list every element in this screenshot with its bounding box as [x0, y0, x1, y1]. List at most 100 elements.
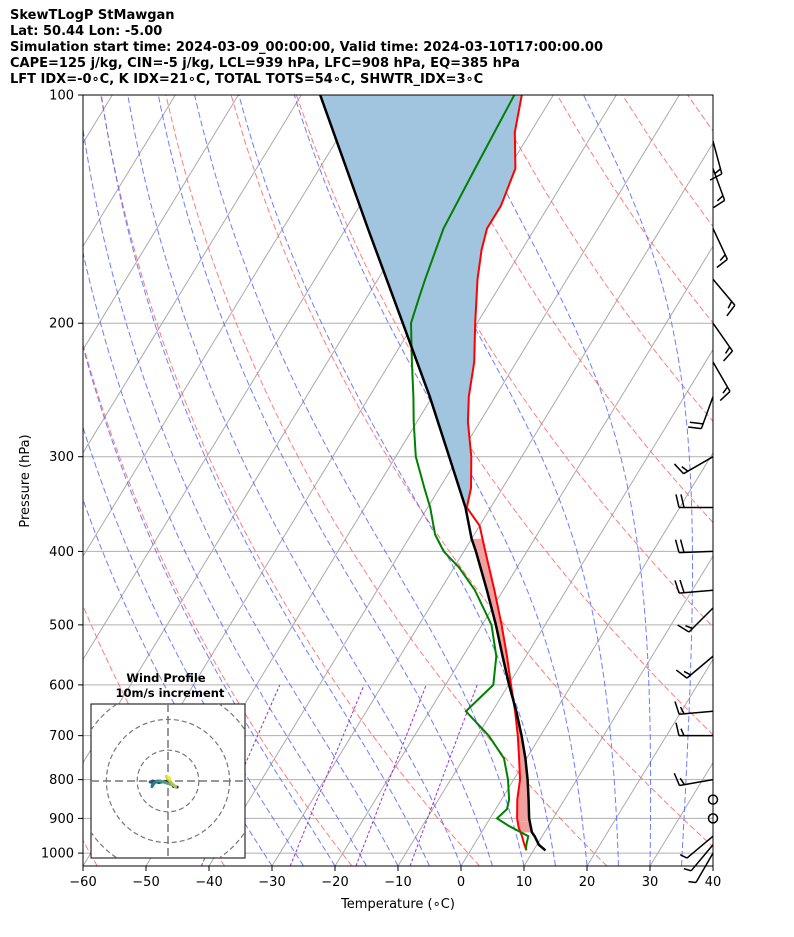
figure-header: SkewTLogP StMawgan Lat: 50.44 Lon: -5.00… — [10, 8, 790, 88]
wind-barb-flag — [716, 195, 724, 202]
y-tick-label: 500 — [49, 618, 74, 633]
wind-barb-flag — [675, 722, 680, 736]
cin-shading — [517, 821, 532, 833]
isotherm-line — [712, 865, 713, 866]
wind-barb-staff — [679, 710, 714, 715]
dry-adiabat — [83, 342, 353, 866]
temperature-profile-line — [465, 95, 528, 851]
y-tick-label: 700 — [49, 729, 74, 744]
hodograph-segment — [166, 775, 172, 781]
isotherm-line — [83, 95, 302, 454]
wind-barb-flag — [675, 494, 680, 508]
dry-adiabat — [621, 95, 713, 228]
x-tick-label: 30 — [642, 875, 659, 890]
y-tick-label: 900 — [49, 812, 74, 827]
x-tick-label: −10 — [384, 875, 411, 890]
wind-barb-flag — [688, 880, 697, 884]
wind-barb-flag — [723, 350, 734, 362]
moist-adiabat — [100, 95, 430, 866]
isotherm-line — [586, 658, 713, 866]
station-title: SkewTLogP StMawgan — [10, 8, 175, 23]
wind-barb-flag — [688, 426, 702, 430]
dry-adiabat — [491, 95, 713, 423]
wind-barb-flag — [714, 168, 721, 175]
wind-barb-staff — [712, 140, 723, 175]
wind-barb-staff — [679, 589, 714, 594]
x-tick-label: −60 — [69, 875, 96, 890]
x-tick-label: −50 — [132, 875, 159, 890]
x-tick-label: −40 — [195, 875, 222, 890]
isobar-gridlines — [83, 95, 713, 854]
temperature-axis-ticks: −60 −50 −40 −30 −20 −10 0 10 20 30 40 — [69, 866, 721, 890]
isotherm-line — [83, 95, 239, 351]
stability-indices: LFT IDX=-0∘C, K IDX=21∘C, TOTAL TOTS=54∘… — [10, 72, 484, 87]
wind-barb-flag — [681, 466, 689, 472]
calm-wind-circle — [707, 794, 719, 805]
x-tick-label: 10 — [516, 875, 533, 890]
wind-barb-flag — [673, 463, 685, 475]
wind-barb-flag — [716, 258, 728, 269]
isotherm-line — [271, 142, 713, 866]
wind-barb-staff — [688, 607, 714, 633]
x-tick-label: 0 — [457, 875, 465, 890]
wind-barb-flag — [722, 386, 729, 394]
dry-adiabat — [165, 95, 608, 866]
wind-barb-flag — [679, 853, 688, 859]
x-tick-label: 20 — [579, 875, 596, 890]
hodograph-trace — [148, 774, 179, 789]
wind-barb-staff — [712, 278, 736, 306]
wind-barb-staff — [695, 852, 714, 883]
wind-barb-flag — [683, 670, 692, 676]
wind-barbs — [673, 140, 736, 884]
y-tick-label: 300 — [49, 450, 74, 465]
wind-barb-flag — [674, 701, 680, 715]
y-tick-label: 1000 — [41, 847, 74, 862]
wind-barb-flag — [683, 867, 692, 872]
hodograph-inset: Wind Profile 10m/s increment — [90, 671, 246, 859]
wind-barb-staff — [679, 778, 714, 787]
moist-adiabat — [83, 126, 399, 866]
y-tick-label: 400 — [49, 545, 74, 560]
hodograph-segment — [165, 777, 177, 788]
x-tick-label: 40 — [705, 875, 722, 890]
wind-barb-flag — [679, 539, 685, 553]
wind-barb-flag — [709, 173, 723, 181]
y-tick-label: 800 — [49, 773, 74, 788]
y-tick-label: 600 — [49, 678, 74, 693]
wind-barb-flag — [726, 304, 736, 317]
wind-barb-staff — [700, 396, 714, 429]
moist-adiabat — [458, 95, 652, 866]
moist-adiabat — [194, 95, 525, 866]
wind-barb-flag — [674, 539, 680, 553]
mixing-ratio-line — [409, 684, 478, 866]
hodograph-ring — [136, 749, 200, 813]
x-tick-label: −20 — [321, 875, 348, 890]
mixing-ratio-line — [289, 684, 365, 866]
isotherm-line — [83, 95, 428, 661]
convective-parameters: CAPE=125 j/kg, CIN=-5 j/kg, LCL=939 hPa,… — [10, 56, 520, 71]
wind-barb-staff — [686, 835, 714, 859]
wind-barb-flag — [674, 580, 680, 594]
cape-shading — [471, 538, 530, 822]
hodograph-title: Wind Profile — [126, 671, 206, 685]
isotherm-line — [83, 95, 365, 558]
wind-barb-staff — [683, 456, 714, 475]
wind-barb-flag — [719, 254, 726, 261]
wind-barb-flag — [689, 421, 704, 425]
moist-adiabat — [157, 95, 493, 866]
parcel-path-line — [319, 95, 547, 852]
mixing-ratio-line — [355, 684, 427, 866]
wind-barb-staff — [686, 655, 714, 679]
wind-barb-flag — [673, 772, 681, 786]
wind-barb-flag — [685, 624, 693, 630]
x-tick-label: −30 — [258, 875, 285, 890]
y-tick-label: 100 — [49, 89, 74, 104]
wind-barb-flag — [677, 624, 690, 633]
isotherm-line — [334, 245, 713, 866]
moist-adiabat — [83, 425, 304, 866]
station-location: Lat: 50.44 Lon: -5.00 — [10, 24, 163, 39]
wind-barb-staff — [690, 844, 714, 872]
y-axis-label: Pressure (hPa) — [18, 434, 33, 527]
moist-adiabat — [364, 95, 619, 866]
dewpoint-profile-line — [409, 95, 530, 850]
